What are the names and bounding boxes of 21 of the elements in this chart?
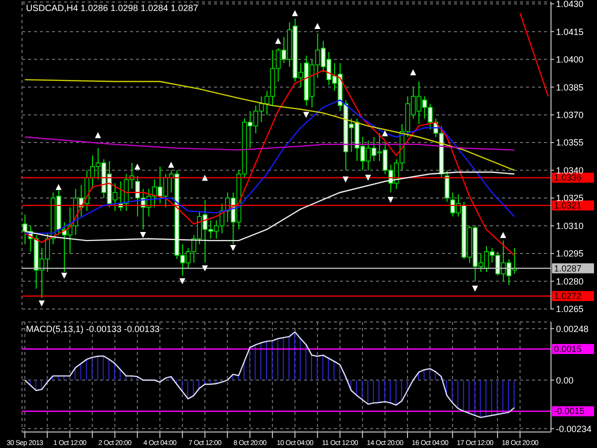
y-tick-label: 0.00248 [556, 324, 589, 334]
y-tick-label: 1.0400 [556, 54, 584, 65]
ref-line-label: 0.0015 [554, 344, 582, 354]
y-tick-label: 1.0415 [556, 26, 584, 37]
y-tick-label: 1.0265 [556, 304, 584, 314]
ref-line-label: -0.0015 [554, 406, 585, 416]
y-tick-label: 1.0430 [556, 0, 584, 10]
ref-line-label: 1.0272 [554, 291, 582, 302]
y-tick-label: 1.0385 [556, 82, 584, 92]
ref-line-label: 1.0287 [554, 263, 582, 274]
y-tick-label: -0.00234 [556, 424, 592, 434]
y-tick-label: 1.0295 [556, 248, 584, 259]
y-tick-label: 1.0370 [556, 110, 584, 120]
ref-line-label: 1.0321 [554, 200, 582, 210]
y-tick-label: 0.00 [556, 375, 574, 386]
y-tick-label: 1.0355 [556, 138, 584, 148]
ref-line-label: 1.0336 [554, 172, 582, 183]
y-tick-label: 1.0310 [556, 220, 584, 231]
chart-title: MACD(5,13,1) -0.00133 -0.00133 [26, 324, 160, 334]
y-tick-label: 1.0280 [556, 276, 584, 286]
chart-title: USDCAD,H4 1.0286 1.0298 1.0284 1.0287 [26, 3, 198, 13]
